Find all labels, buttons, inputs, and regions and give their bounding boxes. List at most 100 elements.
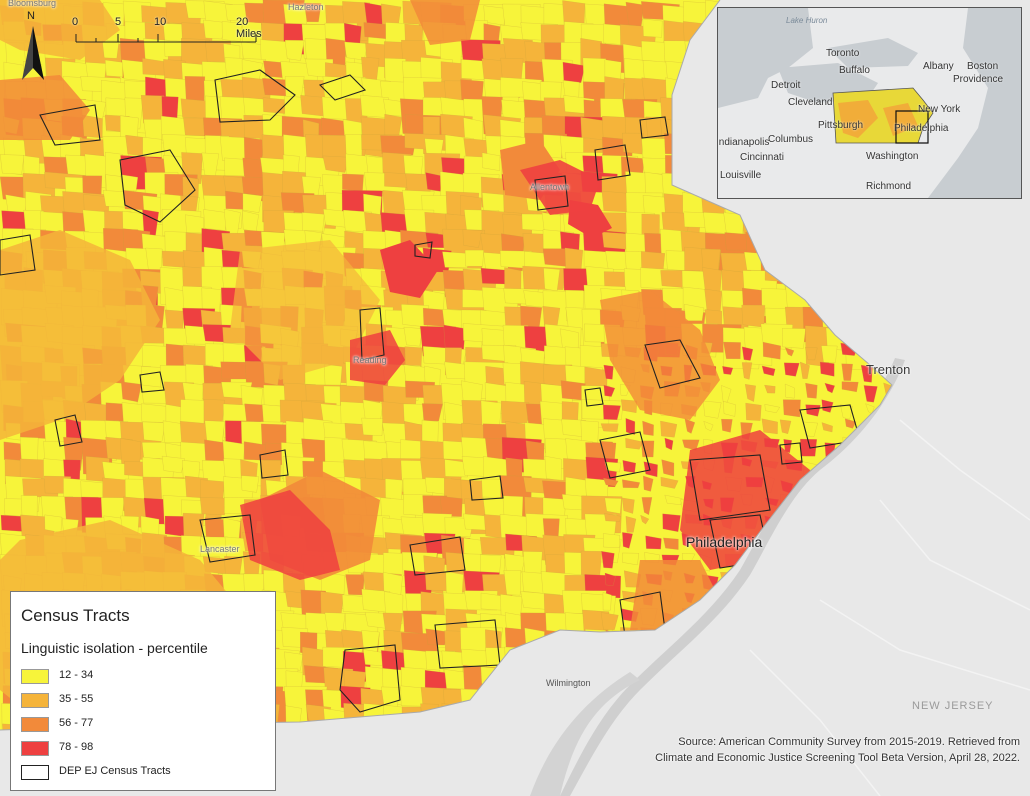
census-tract[interactable] [562, 61, 586, 83]
census-tract[interactable] [541, 212, 561, 233]
census-tract[interactable] [625, 515, 637, 533]
census-tract[interactable] [0, 154, 25, 175]
census-tract[interactable] [744, 384, 756, 402]
census-tract[interactable] [120, 174, 139, 192]
census-tract[interactable] [542, 306, 561, 328]
ej-tract-outline[interactable] [594, 144, 631, 181]
census-tract[interactable] [741, 362, 753, 380]
tract-high-lancaster[interactable] [240, 490, 340, 580]
census-tract[interactable] [805, 382, 818, 399]
census-tract[interactable] [665, 250, 686, 272]
census-tract[interactable] [203, 19, 226, 40]
census-tract[interactable] [481, 152, 501, 171]
census-tract[interactable] [221, 21, 242, 42]
census-tract[interactable] [841, 363, 853, 381]
census-tract[interactable] [504, 553, 526, 573]
census-tract[interactable] [764, 384, 776, 394]
census-tract[interactable] [761, 418, 778, 435]
census-tract[interactable] [284, 39, 305, 61]
census-tract[interactable] [844, 418, 857, 429]
census-tract[interactable] [242, 193, 263, 213]
census-tract[interactable] [604, 497, 622, 514]
census-tract[interactable] [840, 404, 853, 420]
tract-cluster-bucks[interactable] [600, 290, 720, 420]
census-tract[interactable] [444, 459, 469, 478]
census-tract[interactable] [322, 155, 349, 173]
census-tract[interactable] [782, 328, 806, 349]
census-tract[interactable] [601, 551, 615, 569]
ej-tract-outline[interactable] [469, 475, 504, 501]
census-tract[interactable] [282, 170, 306, 195]
census-tract[interactable] [425, 172, 444, 192]
census-tract[interactable] [439, 495, 463, 517]
census-tract[interactable] [660, 420, 678, 438]
census-tract[interactable] [642, 420, 654, 436]
census-tract[interactable] [620, 399, 638, 414]
census-tract[interactable] [145, 247, 163, 272]
census-tract[interactable] [642, 18, 663, 38]
census-tract[interactable] [125, 134, 145, 157]
census-tract[interactable] [400, 685, 425, 707]
census-tract[interactable] [821, 422, 833, 433]
tract-north-top[interactable] [410, 0, 480, 45]
census-tract[interactable] [783, 438, 793, 454]
census-tract[interactable] [664, 494, 683, 505]
census-tract[interactable] [580, 420, 599, 444]
census-tract[interactable] [345, 574, 365, 596]
census-tract[interactable] [821, 345, 838, 363]
ej-tract-outline[interactable] [119, 149, 196, 223]
census-tract[interactable] [284, 651, 304, 671]
census-tract[interactable] [241, 475, 260, 493]
ej-tract-outline[interactable] [779, 442, 803, 465]
census-tract[interactable] [360, 94, 389, 118]
census-tract[interactable] [702, 267, 722, 293]
census-tract[interactable] [464, 249, 484, 267]
census-tract[interactable] [819, 361, 835, 377]
census-tract[interactable] [684, 418, 696, 434]
census-tract[interactable] [622, 532, 633, 549]
census-tract[interactable] [640, 440, 655, 458]
ej-tract-outline[interactable] [689, 454, 771, 521]
dep-ej-tracts[interactable] [0, 69, 861, 713]
census-tract[interactable] [625, 437, 644, 450]
ej-tract-outline[interactable] [644, 339, 701, 389]
census-tract[interactable] [622, 552, 640, 566]
census-tract[interactable] [660, 476, 679, 489]
census-tract[interactable] [863, 385, 878, 403]
ej-tract-outline[interactable] [259, 449, 289, 479]
census-tract[interactable] [462, 229, 483, 248]
census-tract[interactable] [661, 459, 675, 477]
census-tract[interactable] [203, 209, 228, 231]
census-tract[interactable] [721, 418, 733, 433]
tract-cluster-central[interactable] [230, 240, 380, 380]
ej-tract-outline[interactable] [584, 387, 604, 407]
census-tract[interactable] [723, 341, 741, 360]
census-tract[interactable] [625, 417, 636, 436]
census-tract[interactable] [342, 173, 364, 192]
ej-tract-outline[interactable] [318, 74, 367, 101]
census-tract[interactable] [603, 533, 620, 548]
census-tract[interactable] [242, 210, 259, 233]
census-tract[interactable] [684, 303, 705, 322]
census-tract[interactable] [784, 347, 795, 357]
census-tract[interactable] [600, 612, 619, 630]
census-tract[interactable] [721, 385, 732, 403]
census-tract[interactable] [703, 400, 722, 419]
census-tract[interactable] [602, 404, 621, 420]
census-tract[interactable] [783, 362, 800, 377]
census-tract[interactable] [723, 401, 736, 417]
census-tract[interactable] [324, 612, 346, 633]
census-tract[interactable] [442, 251, 472, 269]
census-tract[interactable] [640, 514, 650, 525]
census-tract[interactable] [663, 537, 679, 550]
census-tract[interactable] [104, 59, 123, 78]
census-tract[interactable] [500, 400, 530, 424]
census-tract[interactable] [361, 417, 383, 436]
census-tract[interactable] [860, 364, 873, 383]
census-tract[interactable] [403, 326, 423, 347]
census-tract[interactable] [643, 461, 658, 478]
census-tract[interactable] [722, 365, 734, 375]
ej-tract-outline[interactable] [414, 241, 433, 259]
ej-tract-outline[interactable] [599, 431, 651, 479]
ej-tract-outline[interactable] [199, 514, 256, 563]
